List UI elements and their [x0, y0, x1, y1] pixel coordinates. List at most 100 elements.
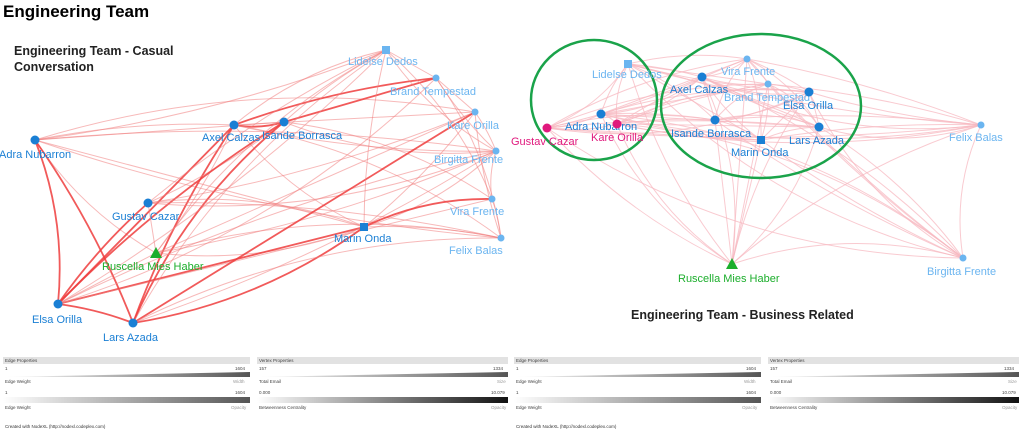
graph-edge — [616, 123, 820, 128]
edge-opacity-label: Edge Weight — [516, 405, 542, 410]
graph-edge — [731, 139, 762, 265]
business-node-isande-borrasca — [710, 115, 720, 125]
graph-edge — [546, 91, 810, 135]
casual-node-kare-orilla — [471, 108, 479, 116]
casual-node-label-ruscella-mies-haber: Ruscella Mies Haber — [102, 261, 204, 273]
casual-node-brand-tempestad — [432, 74, 440, 82]
graph-edge — [474, 111, 502, 239]
business-node-ruscella-mies-haber — [726, 258, 738, 269]
vertex-opacity-label: Betweenness Centrality — [259, 405, 307, 410]
graph-edge — [600, 113, 733, 265]
graph-edge — [714, 119, 964, 259]
business-node-label-axel-calzas: Axel Calzas — [670, 84, 729, 96]
business-node-label-vira-frente: Vira Frente — [721, 66, 775, 78]
business-node-label-kare-orilla: Kare Orilla — [591, 132, 644, 144]
graph-edge — [627, 63, 964, 259]
page-title: Engineering Team — [3, 2, 150, 21]
graph-edge — [34, 139, 365, 228]
graph-edge — [363, 226, 502, 239]
graph-edge — [155, 49, 387, 254]
graph-edge — [627, 63, 733, 265]
business-node-marin-onda — [757, 136, 765, 144]
graph-edge — [731, 124, 982, 265]
casual-node-label-felix-balas: Felix Balas — [449, 245, 503, 257]
graph-edge — [701, 76, 762, 141]
edge-width-label: Edge Weight — [5, 379, 31, 384]
casual-node-elsa-orilla — [53, 299, 63, 309]
casual-node-label-vira-frente: Vira Frente — [450, 206, 504, 218]
legend-right: Edge Properties Vertex Properties 1 1604… — [514, 357, 1019, 437]
edge-opacity-min: 1 — [516, 390, 519, 395]
casual-node-lars-azada — [128, 318, 138, 328]
casual-node-isande-borrasca — [279, 117, 289, 127]
graph-edge — [818, 124, 982, 139]
graph-edge — [546, 120, 820, 129]
vertex-opacity-prop: Opacity — [1002, 405, 1018, 410]
graph-edge — [746, 58, 964, 259]
business-node-elsa-orilla — [804, 87, 814, 97]
graph-edge — [746, 58, 982, 126]
edge-opacity-min: 1 — [5, 390, 8, 395]
graph-edge — [760, 126, 820, 141]
graph-edge — [57, 198, 493, 305]
graph-edge — [132, 237, 502, 324]
graph-edge — [767, 83, 982, 126]
edge-opacity-prop: Opacity — [231, 405, 247, 410]
graph-edge — [34, 123, 235, 141]
graph-edge — [746, 58, 820, 128]
edge-opacity-prop: Opacity — [742, 405, 758, 410]
edge-width-bar — [514, 372, 761, 377]
graph-edge — [132, 121, 285, 324]
vertex-size-prop: Size — [1008, 379, 1017, 384]
graph-edge — [363, 49, 387, 228]
graph-edge — [132, 124, 235, 324]
graph-edge — [385, 49, 497, 152]
business-node-felix-balas — [977, 121, 985, 129]
vertex-size-label: Total Email — [770, 379, 793, 384]
business-node-label-felix-balas: Felix Balas — [949, 132, 1003, 144]
graph-edge — [701, 76, 964, 259]
graph-edge — [147, 49, 387, 204]
casual-node-label-elsa-orilla: Elsa Orilla — [32, 314, 83, 326]
vertex-opacity-bar — [768, 397, 1019, 403]
business-node-label-lars-azada: Lars Azada — [789, 135, 845, 147]
vertex-properties-header: Vertex Properties — [257, 357, 508, 364]
edge-opacity-bar — [3, 397, 250, 403]
graph-edge — [714, 58, 748, 121]
graph-edge — [34, 49, 387, 141]
casual-graph-title: Engineering Team - Casual Conversation — [14, 44, 174, 74]
graph-edge — [714, 114, 820, 128]
graph-edge — [34, 139, 502, 239]
graph-edge — [435, 77, 476, 113]
edge-width-min: 1 — [5, 366, 8, 371]
edge-width-label: Edge Weight — [516, 379, 542, 384]
graph-edge — [546, 58, 748, 129]
graph-edge — [959, 124, 982, 259]
edge-width-max: 1604 — [746, 366, 757, 371]
graph-edge — [57, 303, 134, 324]
edge-opacity-bar — [514, 397, 761, 403]
edge-properties-header: Edge Properties — [514, 357, 761, 364]
graph-edge — [385, 49, 437, 79]
edge-opacity-max: 1604 — [746, 390, 757, 395]
graph-edge — [57, 150, 497, 305]
graph-edge — [155, 111, 476, 254]
edge-opacity-max: 1604 — [235, 390, 246, 395]
graph-edge — [490, 150, 497, 200]
business-node-label-birgitta-frente: Birgitta Frente — [927, 266, 996, 278]
vertex-size-min: 157 — [259, 366, 267, 371]
edge-width-min: 1 — [516, 366, 519, 371]
graph-edge — [363, 150, 497, 228]
business-graph-title: Engineering Team - Business Related — [631, 308, 854, 322]
graph-edge — [616, 118, 716, 125]
graph-edge — [233, 49, 387, 126]
business-node-label-marin-onda: Marin Onda — [731, 147, 789, 159]
graph-edge — [701, 76, 736, 265]
graph-edge — [731, 83, 769, 265]
casual-node-adra-nubarron — [30, 135, 40, 145]
graph-edge — [155, 150, 497, 254]
casual-node-lidelse-dedos — [382, 46, 390, 54]
graph-edge — [714, 115, 982, 126]
graph-edge — [233, 124, 365, 228]
graph-edge — [57, 202, 149, 305]
